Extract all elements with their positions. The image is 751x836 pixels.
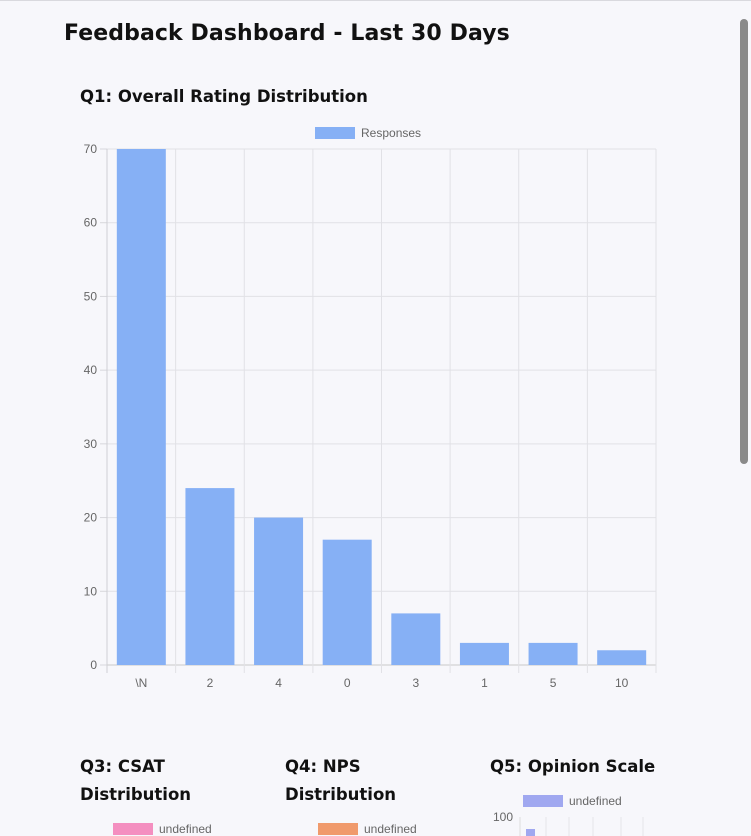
q1-title: Q1: Overall Rating Distribution [80,87,368,106]
y-tick-label: 0 [90,658,97,672]
x-tick-label: 10 [615,676,629,690]
bar-2 [185,488,235,665]
bar-0 [322,539,372,665]
q4-legend-label: undefined [364,822,417,836]
bar-\N [116,149,166,665]
q3-legend-label: undefined [159,822,212,836]
q5-y-tick-label: 100 [493,810,513,824]
q5-chart: 100 [493,810,644,836]
bar-10 [597,650,647,665]
bar-4 [254,517,304,665]
q3-legend[interactable]: undefined [113,822,212,836]
bar-1 [459,642,509,665]
q4-title: Q4: NPS Distribution [285,757,397,804]
x-tick-label: 0 [344,676,351,690]
x-tick-label: 3 [412,676,419,690]
q1-legend-label: Responses [361,126,421,140]
x-tick-label: 2 [207,676,214,690]
page-title: Feedback Dashboard - Last 30 Days [64,21,510,46]
q5-partial-bar [526,829,535,836]
x-tick-label: 4 [275,676,282,690]
scrollbar-thumb[interactable] [740,19,748,464]
y-tick-label: 50 [84,289,98,303]
bar-3 [391,613,441,665]
q3-title: Q3: CSAT Distribution [80,757,192,804]
q5-legend[interactable]: undefined [523,794,622,808]
y-tick-label: 10 [84,584,98,598]
x-tick-label: 1 [481,676,488,690]
x-tick-label: \N [135,676,147,690]
y-tick-label: 20 [84,511,98,525]
bar-5 [528,642,578,665]
y-tick-label: 30 [84,437,98,451]
y-tick-label: 40 [84,363,98,377]
page-scrollbar[interactable] [739,1,751,836]
y-tick-label: 60 [84,216,98,230]
q5-legend-swatch [523,795,563,807]
q5-legend-label: undefined [569,794,622,808]
x-tick-label: 5 [550,676,557,690]
q1-legend-swatch [315,127,355,139]
y-tick-label: 70 [84,142,98,156]
q5-title: Q5: Opinion Scale [490,757,656,776]
q4-legend[interactable]: undefined [318,822,417,836]
q3-legend-swatch [113,823,153,835]
q4-legend-swatch [318,823,358,835]
